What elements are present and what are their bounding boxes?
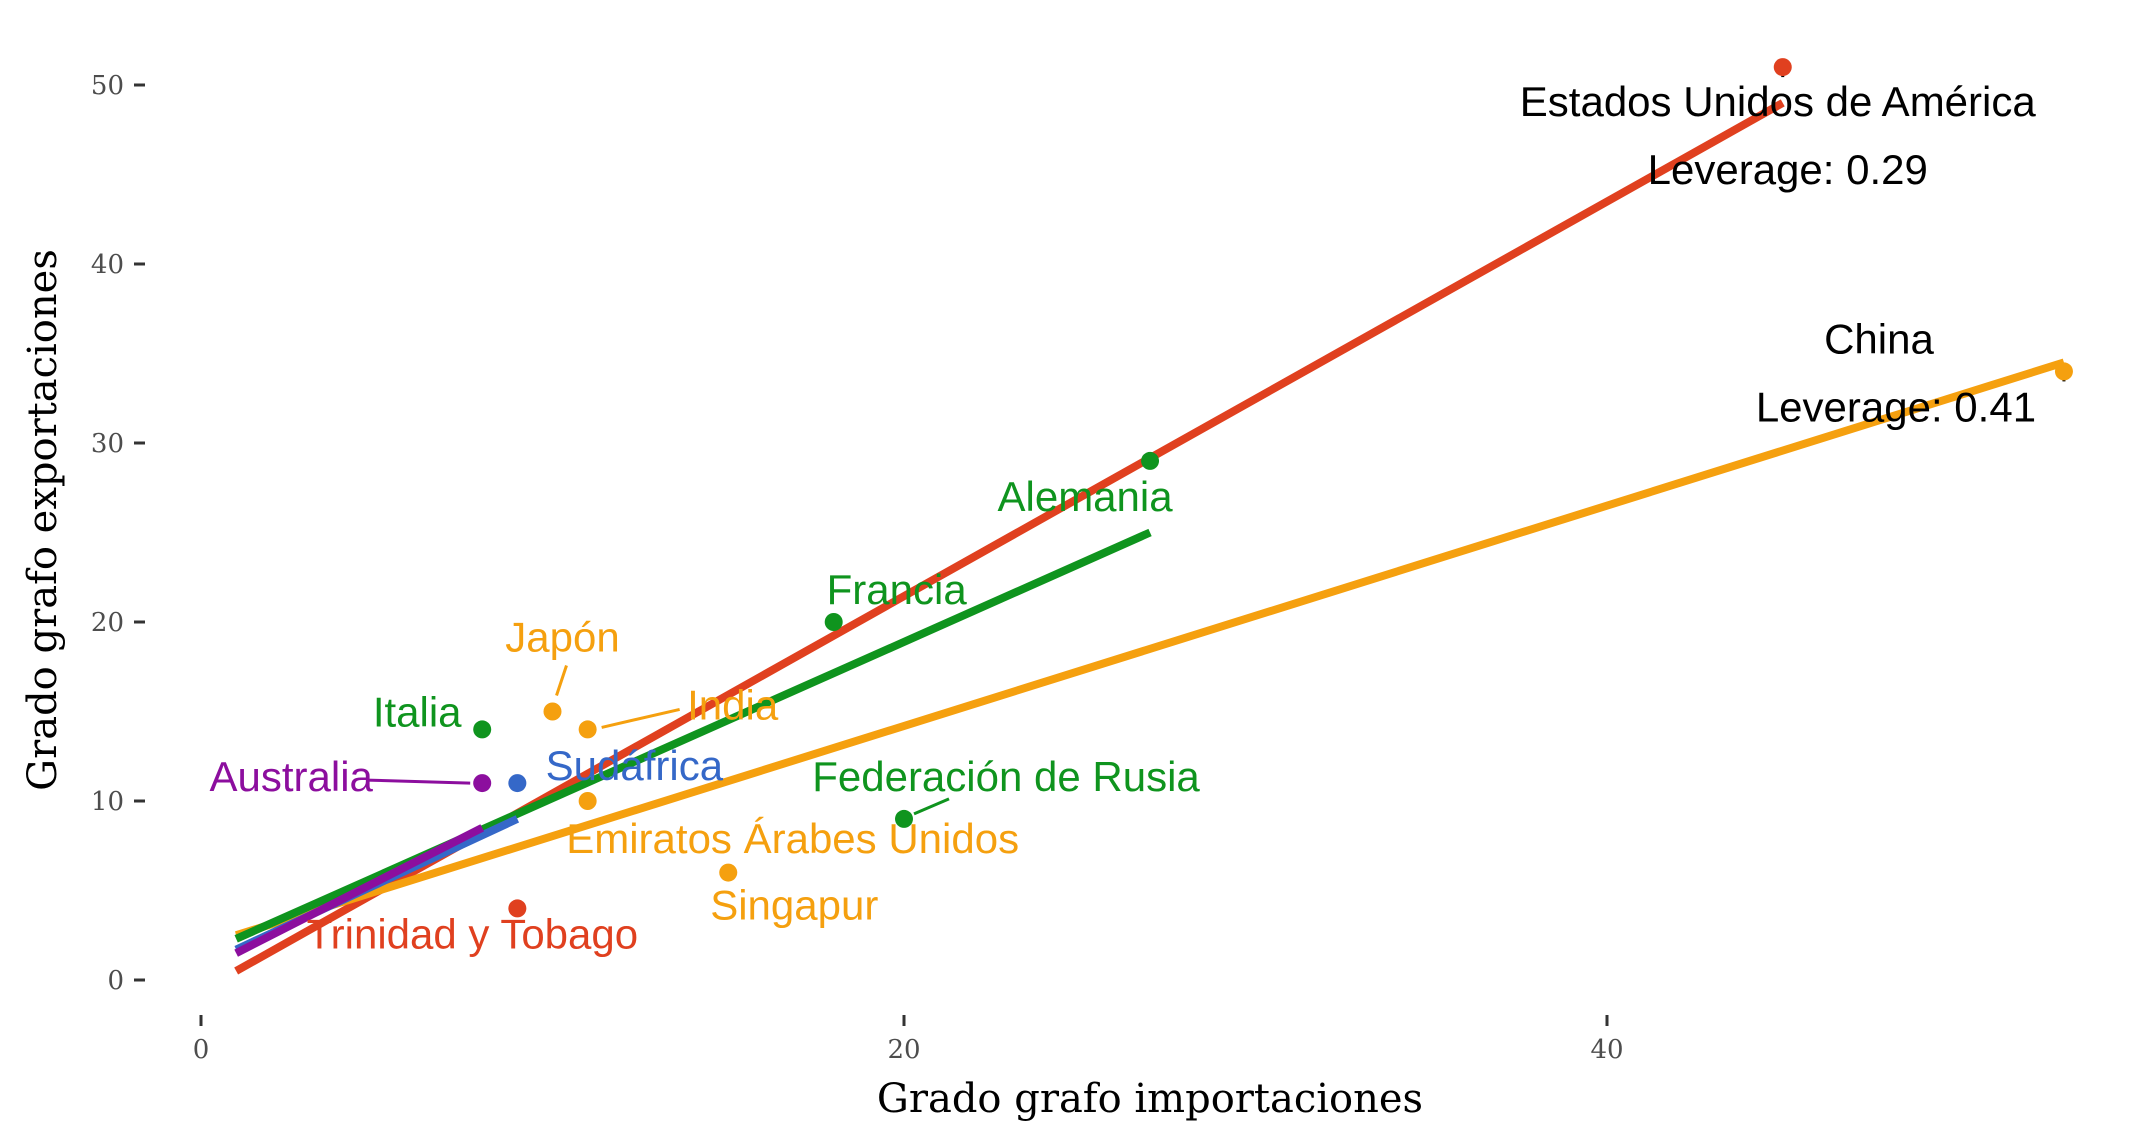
y-tick-label: 10 xyxy=(91,787,124,817)
y-tick-label: 20 xyxy=(91,608,124,638)
x-axis-title: Grado grafo importaciones xyxy=(877,1076,1423,1122)
point-labels: Trinidad y Tobago Japón India Emiratos Árab… xyxy=(209,473,1200,958)
y-tick-label: 50 xyxy=(91,71,124,101)
point-alemania xyxy=(1141,451,1160,470)
fit-line-orange xyxy=(234,358,2066,940)
leader-line-federacion-de-rusia xyxy=(913,797,950,816)
x-tick-label: 0 xyxy=(193,1035,210,1065)
point-india xyxy=(578,720,597,739)
y-tick-label: 30 xyxy=(91,429,124,459)
fit-line-green xyxy=(234,528,1152,943)
data-points xyxy=(473,58,2073,918)
label-japon: Japón xyxy=(505,614,619,661)
point-estados-unidos-de-america xyxy=(1773,58,1792,77)
point-sudafrica xyxy=(508,774,527,793)
label-india: India xyxy=(687,681,779,728)
point-francia xyxy=(824,613,843,631)
leader-line-india xyxy=(601,707,680,729)
leverage-china: Leverage: 0.41 xyxy=(1756,383,2036,430)
label-singapur: Singapur xyxy=(710,882,878,929)
y-tick-label: 0 xyxy=(107,966,124,996)
y-axis-title: Grado grafo exportaciones xyxy=(20,249,66,791)
point-emiratos-arabes-unidos xyxy=(578,792,597,810)
point-trinidad-y-tobago xyxy=(508,899,527,918)
label-china: China xyxy=(1824,315,1934,362)
x-tick-label: 40 xyxy=(1590,1035,1623,1065)
label-alemania: Alemania xyxy=(997,473,1173,520)
label-sudafrica: Sudáfrica xyxy=(546,742,724,789)
point-federacion-de-rusia xyxy=(895,809,913,828)
label-francia: Francia xyxy=(827,566,968,613)
label-italia: Italia xyxy=(373,688,462,735)
point-italia xyxy=(473,720,492,739)
point-china xyxy=(2054,362,2073,381)
regression-lines xyxy=(234,99,2066,975)
fit-line-purple xyxy=(234,824,485,957)
leverage-estados-unidos-de-america: Leverage: 0.29 xyxy=(1648,146,1928,193)
x-tick-label: 20 xyxy=(887,1035,920,1065)
point-australia xyxy=(473,774,492,793)
leader-line-australia xyxy=(367,778,471,785)
leverage-annotations: Estados Unidos de América China Leverage: … xyxy=(1520,78,2037,430)
label-estados-unidos-de-america: Estados Unidos de América xyxy=(1520,78,2037,125)
y-tick-label: 40 xyxy=(91,250,124,280)
point-singapur xyxy=(719,863,738,882)
label-emiratos-arabes-unidos: Emiratos Árabes Unidos xyxy=(566,815,1019,862)
label-federacion-de-rusia: Federación de Rusia xyxy=(812,753,1200,800)
label-trinidad-y-tobago: Trinidad y Tobago xyxy=(307,910,639,957)
axes: 0 10 20 30 40 50 0 20 40 xyxy=(91,71,1624,1065)
label-australia: Australia xyxy=(209,753,373,800)
leader-line-japon xyxy=(555,665,568,696)
point-japon xyxy=(543,702,562,721)
